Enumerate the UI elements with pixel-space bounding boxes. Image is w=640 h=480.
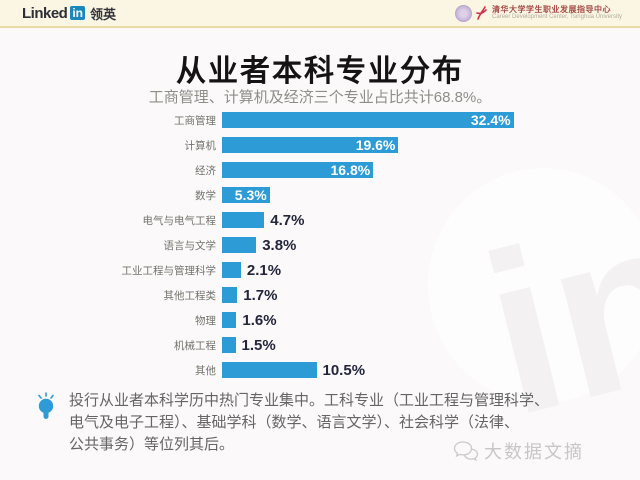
value-label: 3.8%: [262, 236, 297, 254]
category-label: 其他: [195, 364, 216, 377]
lightbulb-icon: [38, 392, 54, 419]
chart-row: 物理 1.6%: [10, 311, 514, 329]
note-text: 投行从业者本科学历中热门专业集中。工科专业（工业工程与管理科学、 电气及电子工程…: [69, 390, 549, 455]
value-label: 4.7%: [270, 211, 305, 229]
value-label: 1.5%: [241, 336, 276, 354]
category-label: 电气与电气工程: [142, 214, 217, 227]
linkedin-watermark-circle: [428, 168, 640, 403]
category-label: 语言与文学: [163, 239, 217, 252]
chart-row: 数学 5.3%: [10, 187, 514, 203]
page-title: 从业者本科专业分布: [176, 55, 464, 88]
tsinghua-seal-icon: [455, 4, 473, 22]
value-label: 1.6%: [242, 311, 277, 329]
insight-note: 投行从业者本科学历中热门专业集中。工科专业（工业工程与管理科学、 电气及电子工程…: [34, 390, 609, 455]
note-line-3: 公共事务）等位列其后。: [69, 435, 235, 453]
tsinghua-career-center-logo: 清华大学学生职业发展指导中心 Career Development Center…: [455, 4, 622, 22]
bar: [222, 362, 317, 378]
brand-name: 大数据文摘: [484, 442, 584, 463]
bar-chart: 工商管理 32.4% 计算机 19.6% 经济 16.8% 数学 5.3%: [10, 112, 514, 387]
tsinghua-name-en: Career Development Center, Tsinghua Univ…: [492, 14, 622, 21]
value-label: 1.7%: [243, 286, 278, 304]
header-bar: Linked in 领英 清华大学学生职业发展指导中心 Career Devel…: [0, 0, 640, 28]
brand-watermark: 大数据文摘: [453, 438, 584, 464]
chart-row: 语言与文学 3.8%: [10, 236, 514, 254]
bar: [222, 312, 237, 328]
bar: 5.3%: [222, 187, 270, 203]
linkedin-wordmark: Linked: [22, 4, 68, 22]
chart-row: 计算机 19.6%: [10, 137, 514, 153]
bar: [222, 212, 265, 228]
value-label: 19.6%: [355, 137, 396, 153]
value-label: 10.5%: [322, 361, 366, 379]
bar: [222, 287, 238, 303]
bar: 32.4%: [222, 112, 514, 128]
chart-row: 其他工程类 1.7%: [10, 286, 514, 304]
chart-row: 工商管理 32.4%: [10, 112, 514, 128]
chart-row: 经济 16.8%: [10, 162, 514, 178]
bar: [222, 337, 236, 353]
bar: 19.6%: [222, 137, 399, 153]
chart-row: 工业工程与管理科学 2.1%: [10, 261, 514, 279]
category-label: 工业工程与管理科学: [121, 264, 217, 277]
category-label: 工商管理: [174, 114, 216, 127]
category-label: 数学: [195, 189, 216, 202]
bar: [222, 237, 257, 253]
dancer-icon: [476, 6, 487, 20]
linkedin-chinese-name: 领英: [90, 6, 117, 22]
category-label: 经济: [195, 164, 216, 177]
chart-row: 其他 10.5%: [10, 361, 514, 379]
chart-subtitle: 工商管理、计算机及经济三个专业占比共计68.8%。: [148, 89, 492, 106]
wechat-icon: [453, 441, 479, 462]
category-label: 物理: [195, 314, 216, 327]
linkedin-in-icon: in: [70, 6, 86, 20]
chart-row: 电气与电气工程 4.7%: [10, 211, 514, 229]
category-label: 其他工程类: [163, 289, 217, 302]
chart-row: 机械工程 1.5%: [10, 336, 514, 354]
tsinghua-name-cn: 清华大学学生职业发展指导中心: [492, 4, 612, 14]
note-line-2: 电气及电子工程）、基础学科（数学、语言文学）、社会科学（法律、: [69, 413, 520, 431]
value-label: 32.4%: [470, 112, 511, 128]
category-label: 机械工程: [174, 339, 216, 352]
value-label: 16.8%: [330, 162, 371, 178]
linkedin-logo: Linked in 领英: [22, 4, 116, 23]
value-label: 5.3%: [234, 187, 267, 203]
category-label: 计算机: [184, 139, 217, 152]
bar: 16.8%: [222, 162, 374, 178]
bar: [222, 262, 241, 278]
value-label: 2.1%: [246, 261, 282, 279]
note-line-1: 投行从业者本科学历中热门专业集中。工科专业（工业工程与管理科学、: [69, 392, 550, 409]
tsinghua-text: 清华大学学生职业发展指导中心 Career Development Center…: [492, 5, 622, 21]
